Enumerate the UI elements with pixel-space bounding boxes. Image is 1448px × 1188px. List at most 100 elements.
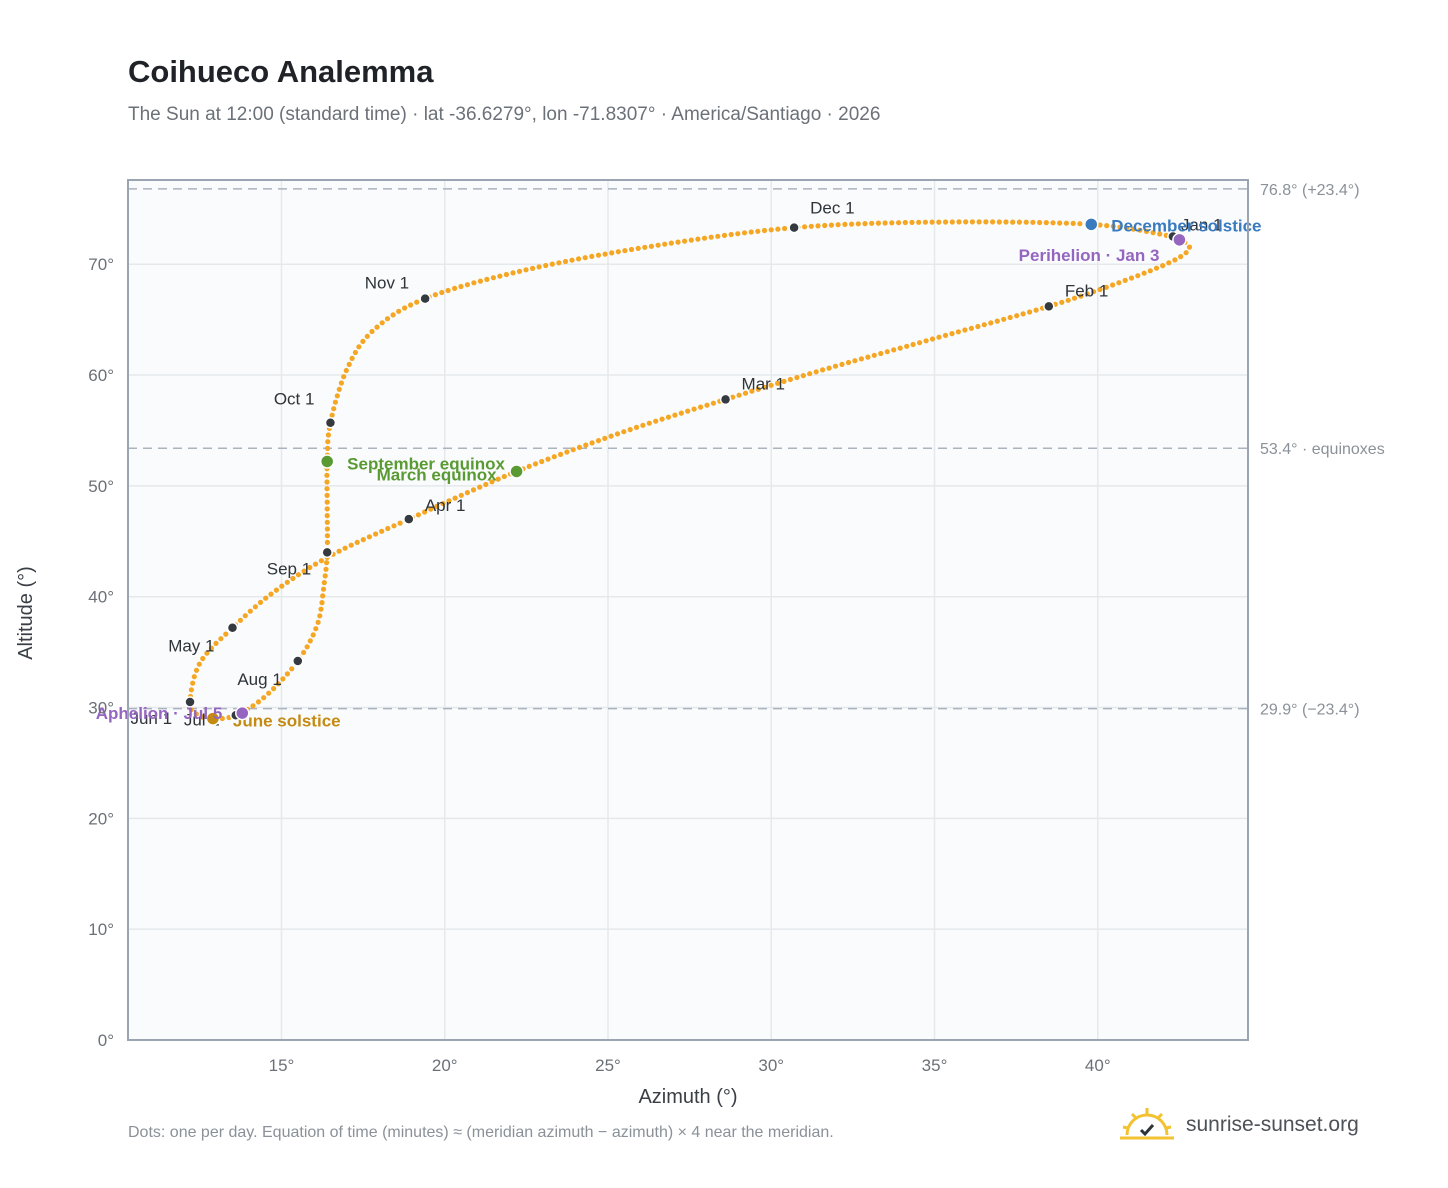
brand-name: sunrise-sunset.org <box>1186 1113 1359 1136</box>
day-dot <box>845 359 852 366</box>
day-dot <box>310 632 316 638</box>
day-dot <box>813 369 819 375</box>
day-dot <box>532 461 539 467</box>
day-dot <box>768 382 774 388</box>
day-dot <box>307 638 313 644</box>
day-dot <box>324 526 330 532</box>
day-dot <box>897 345 903 351</box>
day-dot <box>349 355 355 361</box>
day-dot <box>608 433 614 439</box>
day-dot <box>1147 268 1153 274</box>
day-dot <box>558 451 564 457</box>
day-dot <box>826 365 832 371</box>
day-dot <box>338 380 344 386</box>
day-dot <box>849 221 855 227</box>
month-label: Jan 1 <box>1181 216 1223 235</box>
day-dot <box>545 456 551 462</box>
day-dot <box>929 219 935 225</box>
event-label: June solstice <box>233 712 341 731</box>
day-dot <box>1078 293 1084 299</box>
month-marker <box>403 513 415 525</box>
day-dot <box>633 424 640 430</box>
day-dot <box>855 221 861 227</box>
day-dot <box>1141 270 1147 276</box>
day-dot <box>721 232 728 238</box>
day-dot <box>1023 219 1029 225</box>
day-dot <box>1104 223 1110 229</box>
day-dot <box>852 358 858 364</box>
day-dot <box>536 264 542 270</box>
day-dot <box>304 644 310 650</box>
day-dot <box>902 219 908 226</box>
day-dot <box>835 222 841 228</box>
day-dot <box>1027 309 1033 315</box>
x-tick-label: 30° <box>758 1056 784 1075</box>
day-dot <box>1063 220 1069 226</box>
day-dot <box>595 252 602 258</box>
month-marker <box>419 292 431 305</box>
day-dot <box>922 219 929 225</box>
day-dot <box>319 600 325 606</box>
day-dot <box>321 580 327 586</box>
day-dot <box>452 285 458 291</box>
month-label: Jun 1 <box>130 709 172 728</box>
day-dot <box>1059 299 1065 305</box>
day-dot <box>1117 224 1123 230</box>
day-dot <box>562 258 569 265</box>
day-dot <box>188 707 194 713</box>
day-dot <box>325 439 331 445</box>
day-dot <box>208 645 214 651</box>
day-dot <box>452 495 458 501</box>
day-dot <box>516 268 523 274</box>
day-dot <box>896 220 902 226</box>
day-dot <box>324 539 330 546</box>
day-dot <box>910 341 916 348</box>
day-dot <box>917 340 923 346</box>
day-dot <box>1077 221 1083 227</box>
day-dot <box>356 344 362 350</box>
day-dot <box>761 227 768 234</box>
day-dot <box>190 680 196 686</box>
day-dot <box>749 388 755 394</box>
y-tick-label: 30° <box>88 699 114 718</box>
event-markers: December solstice Perihelion · Jan 3 Septe… <box>96 216 1262 730</box>
day-dot <box>1157 231 1163 237</box>
day-dot <box>280 676 286 682</box>
day-dot <box>458 492 464 498</box>
y-tick-label: 70° <box>88 255 114 274</box>
y-axis-ticks: 0° 10° 20° 30° 40° 50° 60° 70° <box>88 255 114 1050</box>
month-marker <box>324 416 337 429</box>
day-dot <box>942 332 949 338</box>
day-dot <box>955 329 962 335</box>
day-dot <box>551 454 557 460</box>
day-dot <box>1030 219 1036 225</box>
day-dot <box>324 479 330 485</box>
day-dot <box>331 406 337 412</box>
day-dot <box>322 573 328 579</box>
x-axis-title: Azimuth (°) <box>638 1086 737 1108</box>
month-label: Mar 1 <box>742 374 785 393</box>
day-dot <box>237 617 243 623</box>
day-dot <box>1007 314 1013 321</box>
day-dot <box>839 361 845 367</box>
event-marker <box>509 464 524 479</box>
day-dot <box>710 400 717 406</box>
day-dot <box>1160 263 1166 269</box>
day-dot <box>582 255 588 261</box>
month-marker <box>184 696 196 708</box>
day-dot <box>397 520 403 526</box>
day-dot <box>307 564 313 571</box>
y-tick-label: 40° <box>88 588 114 607</box>
brand-logo[interactable]: sunrise-sunset.org <box>1120 1100 1359 1150</box>
day-dot <box>1150 230 1156 236</box>
day-dot <box>290 575 296 582</box>
day-dot <box>820 367 826 373</box>
day-dot <box>923 338 929 344</box>
day-dot <box>318 606 324 612</box>
day-dot <box>662 241 668 247</box>
day-dot <box>869 220 875 226</box>
month-marker <box>321 546 333 559</box>
day-dot <box>279 583 285 589</box>
day-dot <box>736 392 742 398</box>
